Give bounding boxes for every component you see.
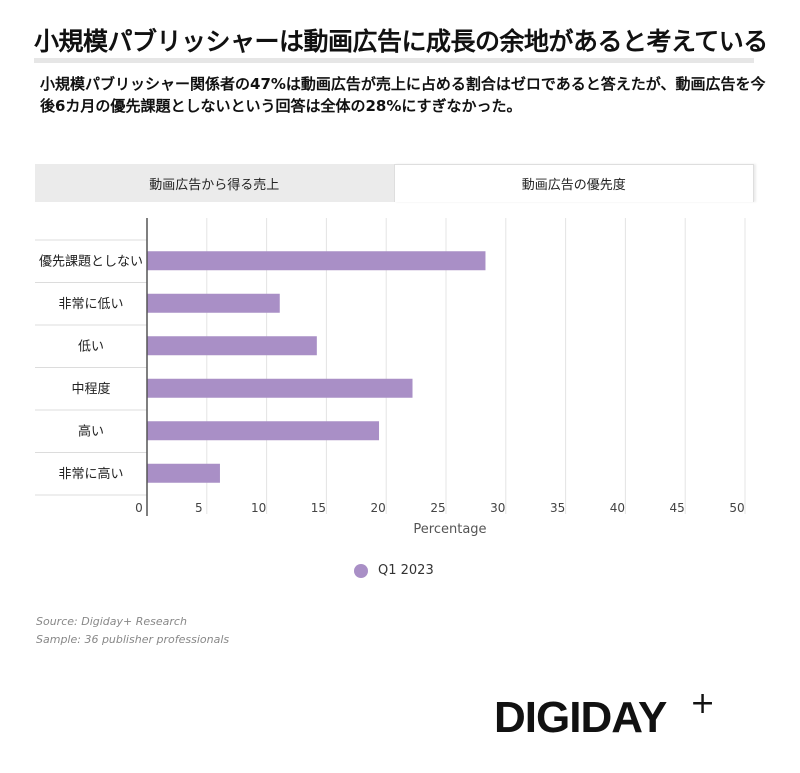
source-note: Source: Digiday+ Research [36,615,187,628]
chart-tabs: 動画広告から得る売上 動画広告の優先度 [35,164,754,202]
sample-note: Sample: 36 publisher professionals [36,633,230,646]
bar-1 [147,293,280,313]
tab-video-ad-priority[interactable]: 動画広告の優先度 [393,164,754,202]
chart-subtitle: 小規模パブリッシャー関係者の47%は動画広告が売上に占める割合はゼロであると答え… [40,75,766,115]
x-tick-label: 25 [430,501,445,515]
category-label: 非常に低い [58,297,123,312]
digiday-logo-plus: + [690,686,716,721]
digiday-logo: DIGIDAY [494,693,667,742]
chart-legend[interactable]: Q1 2023 [354,563,434,578]
x-axis-title: Percentage [413,522,486,537]
category-label: 優先課題としない [39,253,143,269]
x-tick-label: 0 [135,501,143,515]
x-tick-label: 10 [251,501,266,515]
x-tick-label: 30 [490,501,505,515]
x-tick-label: 5 [195,501,203,515]
x-tick-label: 40 [610,501,625,515]
bar-4 [147,421,380,441]
bar-5 [147,463,220,483]
tab-video-ad-revenue[interactable]: 動画広告から得る売上 [35,164,394,202]
category-label: 低い [78,339,104,354]
legend-label: Q1 2023 [378,563,434,578]
bar-0 [147,251,486,271]
x-tick-label: 35 [550,501,565,515]
title-divider [34,58,754,63]
x-tick-label: 15 [311,501,326,515]
x-tick-label: 50 [729,501,744,515]
bar-2 [147,336,317,356]
bar-3 [147,378,413,398]
x-tick-label: 45 [670,501,685,515]
category-label: 中程度 [71,381,110,397]
chart-title: 小規模パブリッシャーは動画広告に成長の余地があると考えている [34,27,768,56]
x-tick-label: 20 [371,501,386,515]
category-label: 高い [78,423,104,439]
category-label: 非常に高い [58,466,123,482]
legend-swatch [354,563,368,578]
